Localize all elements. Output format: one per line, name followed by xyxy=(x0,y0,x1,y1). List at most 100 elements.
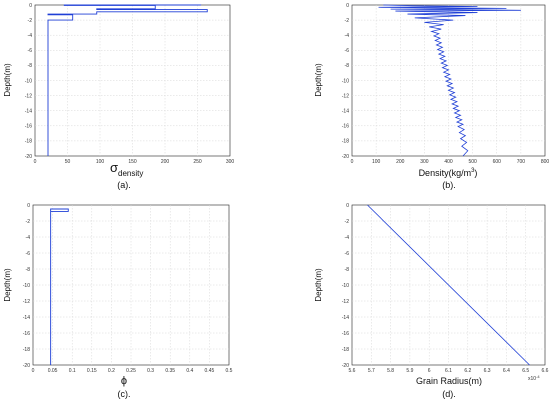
y-tick-label: -10 xyxy=(342,78,349,84)
x-tick-label: 300 xyxy=(226,159,235,165)
panel-a: 0 50 100 150 200 250 300 0 -2 -4 -6 -8 -10 -12 -14 -16… xyxy=(3,3,234,190)
x-tick-label: 6.2 xyxy=(464,368,471,374)
x-tick-label: 5.9 xyxy=(406,368,413,374)
y-tick-label: -8 xyxy=(345,267,350,273)
phi-line xyxy=(50,208,69,365)
caption-c: (c). xyxy=(118,389,131,399)
y-tick-label: -14 xyxy=(25,109,32,115)
x-tick-label: 6.3 xyxy=(484,368,491,374)
y-tick-label: -20 xyxy=(25,154,32,160)
x-ticks-a: 0 50 100 150 200 250 300 xyxy=(34,159,235,165)
y-tick-label: -14 xyxy=(342,109,349,115)
x-tick-label: 0.5 xyxy=(226,368,233,374)
caption-b: (b). xyxy=(442,180,456,190)
y-tick-label: -6 xyxy=(345,251,350,257)
y-tick-label: -4 xyxy=(345,33,350,39)
y-tick-label: -10 xyxy=(342,283,349,289)
x-tick-label: 0.25 xyxy=(126,368,136,374)
y-tick-label: -4 xyxy=(26,235,31,241)
panel-b: 0 100 200 300 400 500 600 700 800 0 -2 -4 -6 -8 -10 -1… xyxy=(314,3,549,190)
y-tick-label: -6 xyxy=(28,48,33,54)
y-ticks-c: 0 -2 -4 -6 -8 -10 -12 -14 -16 -18 -20 xyxy=(23,203,30,369)
y-axis-label-c: Depth(m) xyxy=(3,268,12,302)
y-tick-label: -6 xyxy=(26,251,31,257)
x-tick-label: 800 xyxy=(541,159,550,165)
y-tick-label: -16 xyxy=(342,331,349,337)
caption-a: (a). xyxy=(117,180,131,190)
y-tick-label: -12 xyxy=(25,93,32,99)
y-tick-label: -14 xyxy=(23,315,30,321)
x-exponent-power: -4 xyxy=(536,374,540,379)
y-tick-label: -18 xyxy=(342,347,349,353)
x-ticks-d: 5.6 5.7 5.8 5.9 6 6.1 6.2 6.3 6.4 6.5 6.6 xyxy=(349,368,549,374)
x-tick-label: 6.5 xyxy=(522,368,529,374)
x-tick-label: 0.2 xyxy=(108,368,115,374)
caption-d: (d). xyxy=(442,389,456,399)
y-tick-label: -2 xyxy=(345,219,350,225)
x-axis-exponent-d: x10-4 xyxy=(528,374,540,382)
x-exponent-base: x10 xyxy=(528,376,536,382)
sigma-density-line xyxy=(47,4,208,156)
y-tick-label: -16 xyxy=(23,331,30,337)
y-tick-label: -4 xyxy=(28,33,33,39)
y-tick-label: -18 xyxy=(25,139,32,145)
panel-d: 5.6 5.7 5.8 5.9 6 6.1 6.2 6.3 6.4 6.5 6.6 0 -2 -4 -6 -… xyxy=(314,203,549,399)
y-tick-label: -4 xyxy=(345,235,350,241)
y-tick-label: -2 xyxy=(26,219,31,225)
y-ticks-b: 0 -2 -4 -6 -8 -10 -12 -14 -16 -18 -20 xyxy=(342,3,349,160)
x-tick-label: 100 xyxy=(96,159,105,165)
y-tick-label: 0 xyxy=(346,3,349,9)
x-axis-label-b-sup: 3 xyxy=(471,168,475,174)
x-tick-label: 200 xyxy=(396,159,405,165)
x-tick-label: 700 xyxy=(517,159,526,165)
x-tick-label: 150 xyxy=(128,159,137,165)
y-tick-label: -18 xyxy=(342,139,349,145)
x-axis-label-b: Density(kg/m3) xyxy=(419,168,478,178)
x-axis-label-c: ϕ xyxy=(121,375,127,387)
x-tick-label: 5.7 xyxy=(368,368,375,374)
y-tick-label: -2 xyxy=(345,18,350,24)
x-tick-label: 0.4 xyxy=(186,368,193,374)
y-axis-label-b: Depth(m) xyxy=(314,63,323,97)
sigma-symbol: σ xyxy=(110,160,118,175)
grid-d xyxy=(352,205,545,365)
x-tick-label: 6.1 xyxy=(445,368,452,374)
y-ticks-d: 0 -2 -4 -6 -8 -10 -12 -14 -16 -18 -20 xyxy=(342,203,349,369)
y-tick-label: -10 xyxy=(23,283,30,289)
grid-b xyxy=(352,5,545,156)
y-tick-label: -20 xyxy=(342,363,349,369)
x-axis-label-b-main: Density(kg/m xyxy=(419,168,472,178)
x-tick-label: 250 xyxy=(193,159,202,165)
x-tick-label: 300 xyxy=(420,159,429,165)
x-tick-label: 5.6 xyxy=(349,368,356,374)
y-tick-label: -16 xyxy=(342,124,349,130)
y-tick-label: -6 xyxy=(345,48,350,54)
panel-c: 0 0.05 0.1 0.15 0.2 0.25 0.3 0.35 0.4 0.45 0.5 0-2… xyxy=(3,203,233,399)
x-ticks-b: 0 100 200 300 400 500 600 700 800 xyxy=(351,159,550,165)
x-tick-label: 6.4 xyxy=(503,368,510,374)
density-profile-line xyxy=(378,4,521,157)
x-tick-label: 0 xyxy=(34,159,37,165)
grain-radius-line xyxy=(367,204,530,366)
y-tick-label: -12 xyxy=(23,299,30,305)
y-tick-label: -20 xyxy=(23,363,30,369)
x-axis-label-d: Grain Radius(m) xyxy=(416,376,482,386)
x-ticks-c: 0 0.05 0.1 0.15 0.2 0.25 0.3 0.35 0.4 0.45 0.5 xyxy=(32,368,233,374)
x-tick-label: 0.1 xyxy=(69,368,76,374)
y-tick-label: -8 xyxy=(28,63,33,69)
x-tick-label: 6.6 xyxy=(542,368,549,374)
y-tick-label: -12 xyxy=(342,93,349,99)
y-tick-label: -12 xyxy=(342,299,349,305)
x-tick-label: 0.05 xyxy=(48,368,58,374)
x-tick-label: 400 xyxy=(444,159,453,165)
y-tick-label: 0 xyxy=(27,203,30,209)
x-tick-label: 600 xyxy=(493,159,502,165)
x-tick-label: 0.3 xyxy=(147,368,154,374)
y-tick-label: -14 xyxy=(342,315,349,321)
x-axis-subscript: density xyxy=(118,169,143,178)
x-tick-label: 5.8 xyxy=(387,368,394,374)
x-axis-label-a: σdensity xyxy=(110,160,143,178)
x-tick-label: 50 xyxy=(65,159,71,165)
x-tick-label: 200 xyxy=(161,159,170,165)
